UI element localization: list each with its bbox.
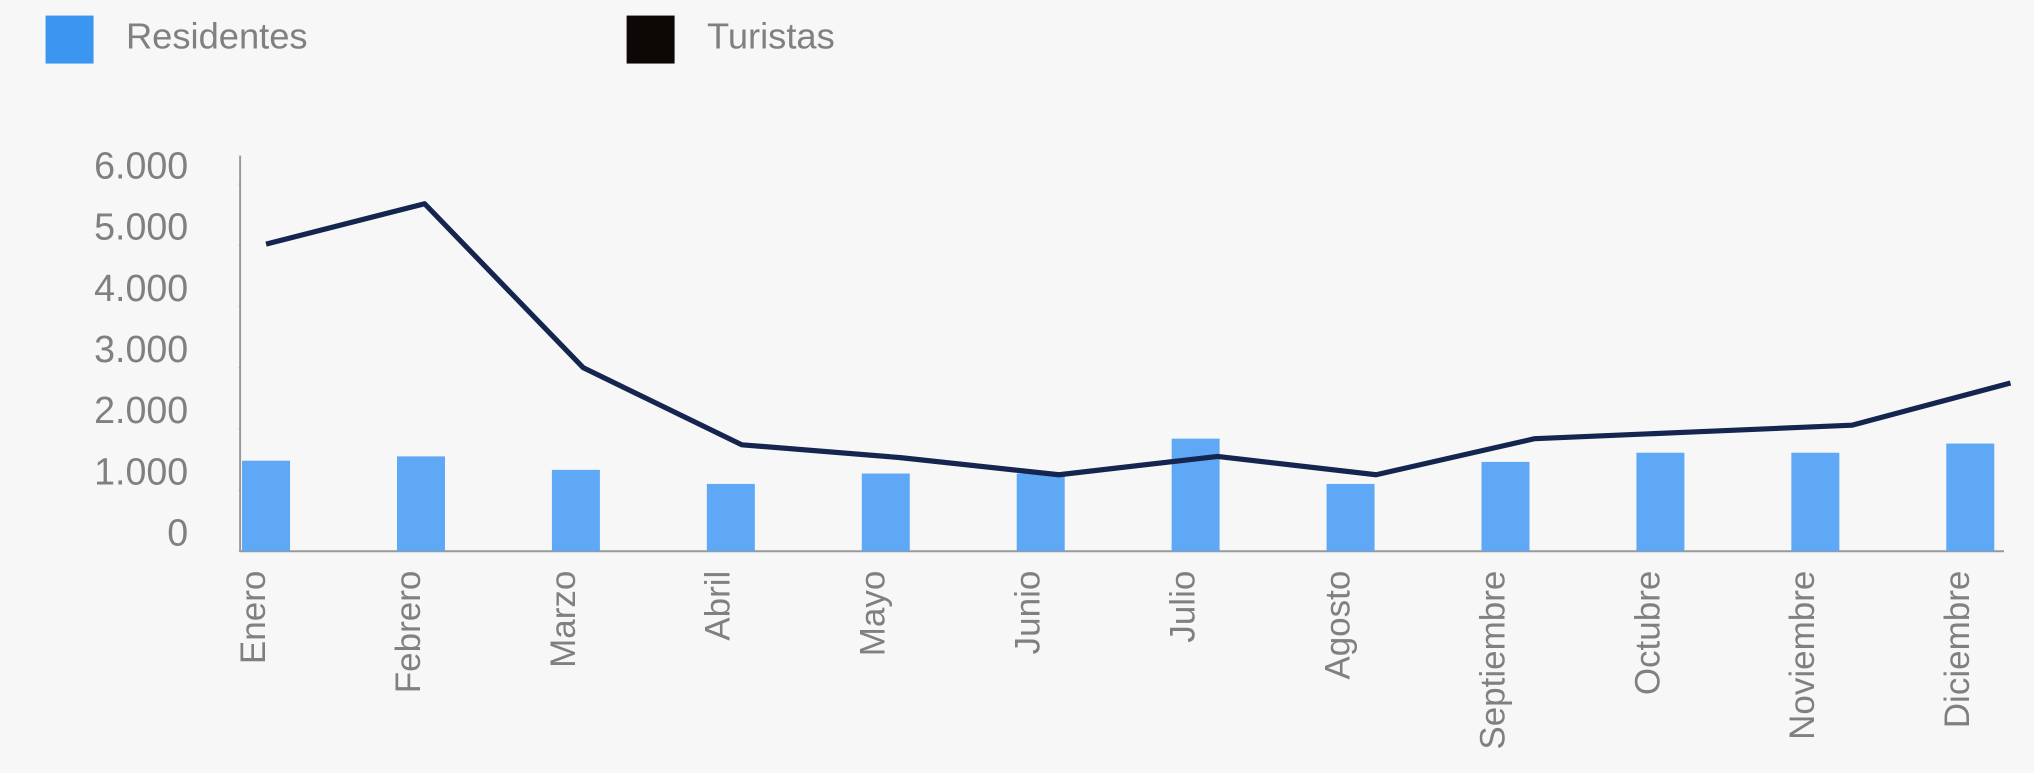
legend-label: Residentes xyxy=(126,16,308,57)
legend-label: Turistas xyxy=(707,16,835,57)
x-tick-label: Noviembre xyxy=(1783,571,1822,740)
x-tick-label: Diciembre xyxy=(1938,571,1977,729)
x-tick-label: Febrero xyxy=(389,571,428,694)
x-tick-label: Mayo xyxy=(854,571,893,657)
bar xyxy=(396,456,445,552)
y-tick-label: 6.000 xyxy=(94,145,188,187)
x-tick-label: Junio xyxy=(1009,571,1048,655)
y-tick-label: 5.000 xyxy=(94,206,188,248)
x-tick-label: Abril xyxy=(699,571,738,641)
legend-swatch xyxy=(626,15,675,64)
bar xyxy=(1326,483,1375,552)
bar xyxy=(706,483,755,552)
bar xyxy=(1946,443,1995,552)
bar xyxy=(1481,461,1530,552)
x-tick-label: Octubre xyxy=(1628,571,1667,696)
legend-swatch xyxy=(45,15,94,64)
y-tick-label: 4.000 xyxy=(94,267,188,309)
bar xyxy=(551,469,600,552)
bar xyxy=(242,460,291,552)
bar xyxy=(1016,473,1065,552)
bar xyxy=(1791,452,1840,552)
x-tick-label: Septiembre xyxy=(1473,571,1512,750)
line xyxy=(265,201,2012,478)
y-tick-label: 2.000 xyxy=(94,389,188,431)
x-tick-label: Marzo xyxy=(544,571,583,668)
x-tick-label: Julio xyxy=(1164,571,1203,643)
y-tick-label: 3.000 xyxy=(94,328,188,370)
y-tick-label: 0 xyxy=(167,512,188,554)
bar xyxy=(1636,452,1685,552)
x-tick-label: Agosto xyxy=(1318,571,1357,680)
x-tick-label: Enero xyxy=(234,571,273,664)
bar xyxy=(861,473,910,552)
y-tick-label: 1.000 xyxy=(94,450,188,492)
